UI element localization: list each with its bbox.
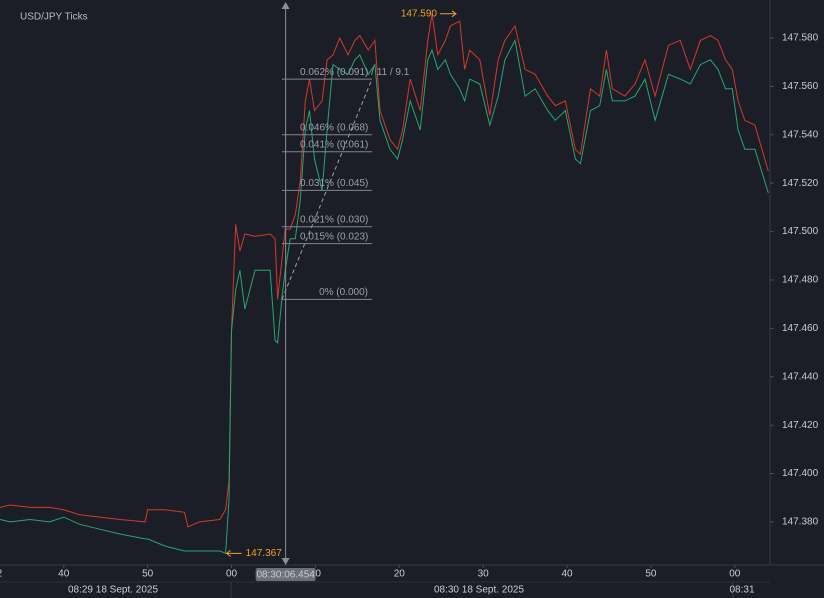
fib-label: 0.031% (0.045) xyxy=(300,178,368,189)
fib-label: 0.015% (0.023) xyxy=(300,231,368,242)
fib-label: 0.021% (0.030) xyxy=(300,214,368,225)
y-tick-label: 147.460 xyxy=(782,323,819,334)
high-marker-arrow xyxy=(439,10,457,18)
y-tick-label: 147.480 xyxy=(782,275,819,286)
fib-trend xyxy=(281,78,373,300)
date-label: 08:31 xyxy=(729,585,754,596)
low-marker-arrow xyxy=(225,549,242,557)
crosshair-label-box xyxy=(255,568,316,581)
y-tick-label: 147.380 xyxy=(782,517,819,528)
y-tick-label: 147.400 xyxy=(782,468,819,479)
price-line xyxy=(0,38,769,555)
y-tick-label: 147.580 xyxy=(782,33,819,44)
x-tick-label: 50 xyxy=(142,569,154,580)
fib-label: 0.041% (0.061) xyxy=(300,139,368,150)
fib-label: 0.046% (0.068) xyxy=(300,122,368,133)
price-line xyxy=(0,13,769,528)
y-tick-label: 147.520 xyxy=(782,178,819,189)
high-marker-label: 147.590 xyxy=(401,8,438,19)
crosshair-label: 08:30:06.454 xyxy=(256,570,315,581)
crosshair-arrow-top xyxy=(281,2,290,9)
x-tick-label: 32 xyxy=(0,569,3,580)
x-tick-label: 40 xyxy=(561,569,573,580)
fib-label: 0% (0.000) xyxy=(319,287,368,298)
y-tick-label: 147.420 xyxy=(782,420,819,431)
y-tick-label: 147.440 xyxy=(782,371,819,382)
x-tick-label: 30 xyxy=(478,569,490,580)
x-tick-label: 40 xyxy=(58,569,70,580)
low-marker-label: 147.367 xyxy=(246,548,283,559)
y-tick-label: 147.500 xyxy=(782,226,819,237)
chart-title: USD/JPY Ticks xyxy=(20,12,88,23)
x-tick-label: 00 xyxy=(729,569,741,580)
crosshair-arrow-bottom xyxy=(281,558,290,565)
y-tick-label: 147.560 xyxy=(782,81,819,92)
x-tick-label: 00 xyxy=(226,569,238,580)
date-label: 08:29 18 Sept. 2025 xyxy=(68,585,159,596)
date-label: 08:30 18 Sept. 2025 xyxy=(434,585,525,596)
fib-label: 0.062% (0.091) / 11 / 9.1 xyxy=(300,67,410,78)
x-tick-label: 20 xyxy=(394,569,406,580)
x-tick-label: 50 xyxy=(645,569,657,580)
y-tick-label: 147.540 xyxy=(782,129,819,140)
